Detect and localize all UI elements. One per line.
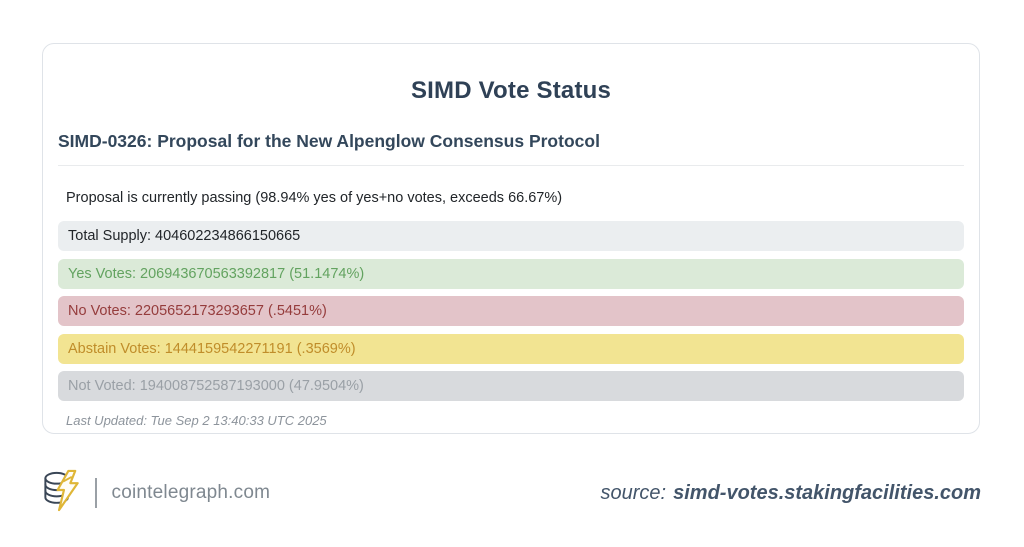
lightning-bolt-icon — [56, 469, 79, 512]
page-title: SIMD Vote Status — [410, 77, 612, 104]
bolt-accent-stroke — [62, 475, 73, 483]
passing-status-text: Proposal is currently passing (98.94% ye… — [66, 190, 563, 206]
brand-group: cointelegraph.com — [42, 468, 270, 518]
total-supply-text: Total Supply: 404602234866150665 — [68, 228, 301, 244]
abstain-votes-row: Abstain Votes: 1444159542271191 (.3569%) — [58, 333, 964, 364]
vote-status-card: SIMD Vote Status SIMD-0326: Proposal for… — [42, 43, 980, 434]
yes-votes-text: Yes Votes: 206943670563392817 (51.1474%) — [68, 265, 365, 282]
yes-votes-row: Yes Votes: 206943670563392817 (51.1474%) — [58, 258, 964, 289]
no-votes-text: No Votes: 2205652173293657 (.5451%) — [68, 303, 327, 319]
footer: cointelegraph.com source: simd-votes.stak… — [42, 468, 981, 518]
source-attribution: source: simd-votes.stakingfacilities.com — [601, 482, 981, 505]
last-updated-text: Last Updated: Tue Sep 2 13:40:33 UTC 202… — [66, 413, 327, 428]
source-value: simd-votes.stakingfacilities.com — [673, 481, 981, 504]
brand-text: cointelegraph.com — [111, 482, 271, 503]
total-supply-row: Total Supply: 404602234866150665 — [58, 221, 964, 251]
vote-rows: Total Supply: 404602234866150665 Yes Vot… — [58, 221, 964, 401]
source-label: source: — [600, 481, 667, 504]
brand-divider — [95, 478, 97, 508]
not-voted-text: Not Voted: 194008752587193000 (47.9504%) — [68, 378, 364, 394]
not-voted-row: Not Voted: 194008752587193000 (47.9504%) — [58, 371, 964, 401]
cointelegraph-logo-icon — [42, 468, 82, 518]
proposal-subtitle: SIMD-0326: Proposal for the New Alpenglo… — [58, 131, 964, 166]
abstain-votes-text: Abstain Votes: 1444159542271191 (.3569%) — [68, 340, 356, 357]
no-votes-row: No Votes: 2205652173293657 (.5451%) — [58, 296, 964, 326]
